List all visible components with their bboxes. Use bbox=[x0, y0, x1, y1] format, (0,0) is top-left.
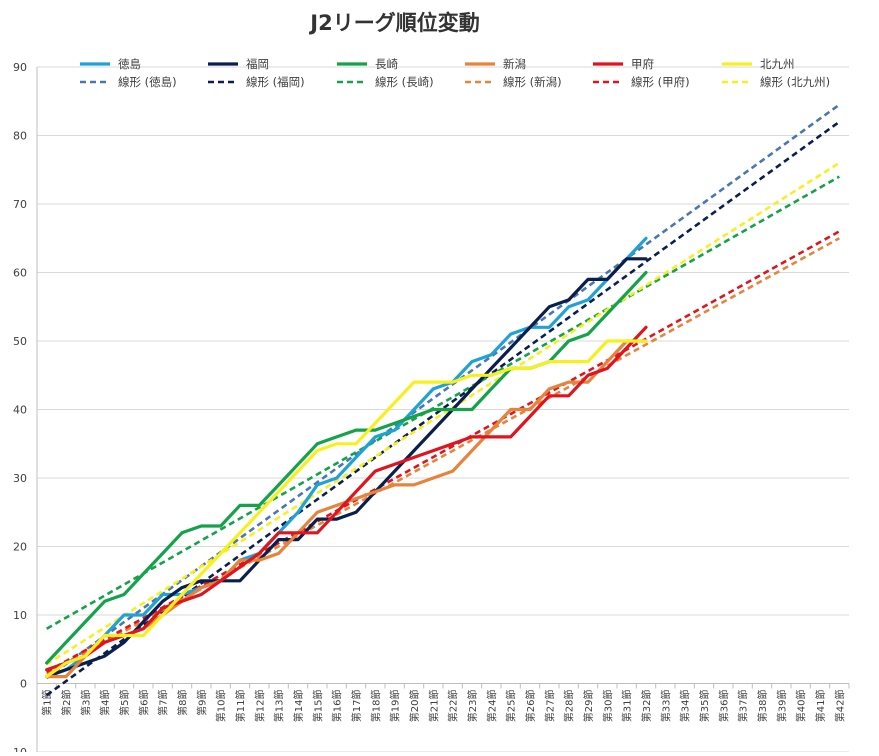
x-tick-label: 第18節 bbox=[369, 690, 382, 723]
legend-label: 長崎 bbox=[375, 57, 398, 71]
series-line bbox=[45, 257, 648, 679]
series-line bbox=[45, 325, 648, 672]
x-tick-label: 第34節 bbox=[679, 690, 692, 723]
y-tick-label: 0 bbox=[20, 678, 27, 691]
x-tick-label: 第40節 bbox=[795, 690, 808, 723]
x-tick-label: 第15節 bbox=[311, 690, 324, 723]
x-tick-label: 第32節 bbox=[640, 690, 653, 723]
trendline bbox=[46, 175, 840, 630]
x-tick-label: 第37節 bbox=[737, 690, 750, 723]
x-tick-label: 第33節 bbox=[659, 690, 672, 723]
legend-label: 新潟 bbox=[503, 57, 526, 71]
legend-item: 線形 (長崎) bbox=[337, 75, 434, 89]
trendline bbox=[45, 161, 841, 666]
x-tick-label: 第1節 bbox=[41, 690, 54, 716]
x-tick-label: 第22節 bbox=[447, 690, 460, 723]
axis-layer: -10 0 10 20 30 40 50 60 70 80 90 第1節第2節第3節第4節第5節第6節… bbox=[9, 61, 850, 756]
y-tick-label: 80 bbox=[13, 130, 27, 143]
x-tick-label: 第9節 bbox=[195, 690, 208, 716]
x-tick-label: 第24節 bbox=[485, 690, 498, 723]
x-tick-label: 第3節 bbox=[79, 690, 92, 716]
x-tick-label: 第20節 bbox=[408, 690, 421, 723]
series-layer bbox=[45, 236, 648, 679]
legend-item: 北九州 bbox=[722, 57, 795, 71]
x-tick-label: 第26節 bbox=[524, 690, 537, 723]
x-tick-label: 第29節 bbox=[582, 690, 595, 723]
legend-label: 線形 (新潟) bbox=[503, 75, 562, 89]
x-tick-label: 第8節 bbox=[176, 690, 189, 716]
series-line bbox=[45, 236, 648, 679]
x-tick-label: 第21節 bbox=[427, 690, 440, 723]
legend-label: 線形 (徳島) bbox=[118, 75, 177, 89]
x-tick-label: 第6節 bbox=[137, 690, 150, 716]
legend-label: 線形 (北九州) bbox=[760, 75, 830, 89]
y-tick-label: 70 bbox=[13, 198, 27, 211]
x-tick-label: 第11節 bbox=[234, 690, 247, 723]
y-tick-label: 10 bbox=[13, 609, 27, 622]
legend-item: 線形 (徳島) bbox=[80, 75, 177, 89]
x-tick-label: 第35節 bbox=[698, 690, 711, 723]
legend-label: 線形 (福岡) bbox=[246, 75, 305, 89]
legend-item: 線形 (福岡) bbox=[208, 75, 305, 89]
trendline bbox=[45, 103, 841, 680]
x-tick-label: 第14節 bbox=[292, 690, 305, 723]
legend-item: 新潟 bbox=[465, 57, 526, 71]
legend-item: 線形 (甲府) bbox=[593, 75, 690, 89]
x-tick-label: 第38節 bbox=[756, 690, 769, 723]
x-tick-label: 第10節 bbox=[215, 690, 228, 723]
x-tick-label: 第30節 bbox=[601, 690, 614, 723]
legend-item: 長崎 bbox=[337, 57, 398, 71]
x-tick-label: 第28節 bbox=[563, 690, 576, 723]
x-tick-label: 第31節 bbox=[621, 690, 634, 723]
chart-title: J2リーグ順位変動 bbox=[308, 11, 479, 35]
legend-item: 福岡 bbox=[208, 57, 269, 71]
legend-item: 線形 (北九州) bbox=[722, 75, 830, 89]
x-tick-label: 第2節 bbox=[60, 690, 73, 716]
y-tick-label: 90 bbox=[13, 61, 27, 74]
x-tick-label: 第17節 bbox=[350, 690, 363, 723]
legend-item: 甲府 bbox=[593, 57, 654, 71]
x-tick-label: 第23節 bbox=[466, 690, 479, 723]
x-tick-label: 第16節 bbox=[331, 690, 344, 723]
y-tick-label: 40 bbox=[13, 404, 27, 417]
y-tick-label: 30 bbox=[13, 472, 27, 485]
legend-label: 線形 (甲府) bbox=[631, 75, 690, 89]
y-tick-label: 50 bbox=[13, 335, 27, 348]
y-tick-label: -10 bbox=[9, 746, 27, 752]
x-tick-label: 第19節 bbox=[389, 690, 402, 723]
x-tick-label: 第12節 bbox=[253, 690, 266, 723]
x-tick-label: 第42節 bbox=[833, 690, 846, 723]
x-tick-label: 第25節 bbox=[505, 690, 518, 723]
y-tick-label: 20 bbox=[13, 541, 27, 554]
x-tick-label: 第27節 bbox=[543, 690, 556, 723]
legend-label: 甲府 bbox=[631, 57, 654, 71]
y-tick-label: 60 bbox=[13, 267, 27, 280]
legend-item: 線形 (新潟) bbox=[465, 75, 562, 89]
legend-label: 線形 (長崎) bbox=[375, 75, 434, 89]
x-tick-label: 第39節 bbox=[775, 690, 788, 723]
x-tick-label: 第13節 bbox=[273, 690, 286, 723]
x-tick-label: 第5節 bbox=[118, 690, 131, 716]
x-tick-label: 第41節 bbox=[814, 690, 827, 723]
x-tick-label: 第4節 bbox=[99, 690, 112, 716]
legend-label: 北九州 bbox=[760, 57, 795, 71]
legend-item: 徳島 bbox=[80, 57, 141, 71]
legend-label: 徳島 bbox=[118, 57, 141, 71]
x-tick-label: 第7節 bbox=[157, 690, 170, 716]
legend-label: 福岡 bbox=[246, 57, 269, 71]
x-tick-label: 第36節 bbox=[717, 690, 730, 723]
series-line bbox=[45, 339, 648, 679]
